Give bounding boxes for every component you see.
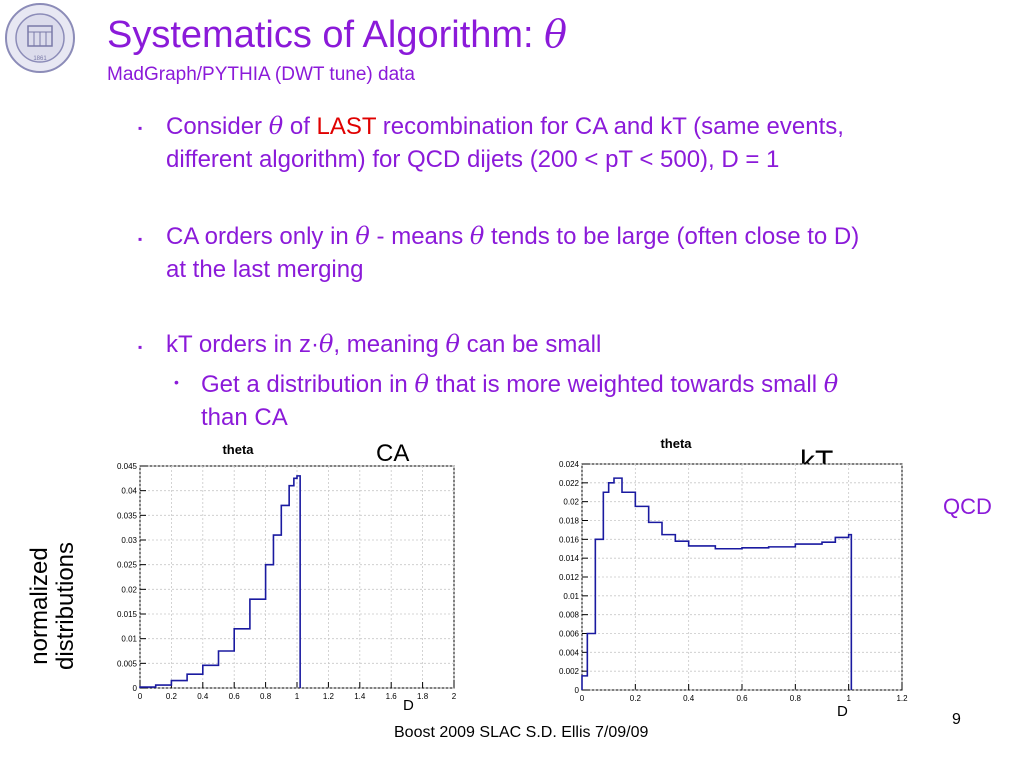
title-symbol: θ	[544, 12, 568, 56]
page-subtitle: MadGraph/PYTHIA (DWT tune) data	[107, 64, 415, 85]
bullet-text: kT orders in z·	[166, 331, 319, 358]
x-tick-label: 0.4	[197, 692, 209, 701]
theta-symbol: θ	[318, 330, 334, 358]
bullet-2-line-1: CA orders only in θ - means θ tends to b…	[166, 219, 859, 254]
y-tick-label: 0.002	[559, 667, 580, 676]
x-tick-label: 0.6	[736, 694, 748, 703]
bullet-1-line-1: Consider θ of LAST recombination for CA …	[166, 109, 844, 144]
theta-symbol: θ	[268, 112, 284, 140]
highlight-text: LAST	[316, 113, 377, 140]
y-tick-label: 0.035	[117, 511, 138, 520]
bullet-3-line-1: kT orders in z·θ, meaning θ can be small	[166, 327, 601, 362]
sub-bullet-line-2: than CA	[201, 404, 288, 431]
histogram-series	[581, 477, 853, 690]
y-tick-label: 0.01	[563, 592, 579, 601]
x-tick-label: 1.8	[417, 692, 429, 701]
x-tick-label: 0.2	[630, 694, 642, 703]
seal-icon: 1861	[5, 3, 75, 73]
qcd-label: QCD	[943, 494, 992, 519]
y-tick-label: 0.018	[559, 517, 580, 526]
y-tick-label: 0	[133, 684, 138, 693]
y-tick-label: 0.024	[559, 460, 580, 469]
x-tick-label: 1	[295, 692, 300, 701]
x-tick-label: 0	[580, 694, 585, 703]
x-tick-label: 1.6	[386, 692, 398, 701]
x-tick-label: 0.6	[229, 692, 241, 701]
y-tick-label: 0.006	[559, 630, 580, 639]
theta-symbol: θ	[445, 330, 460, 358]
bullet-text: , meaning	[333, 331, 446, 358]
bullet-text: that is more weighted towards small	[428, 371, 824, 398]
y-tick-label: 0.04	[121, 487, 137, 496]
university-seal-logo: 1861	[4, 2, 76, 74]
y-tick-label: 0.008	[559, 611, 580, 620]
ca-theta-histogram: theta 0 0.2 0.4 0.6 0.8 1 1.2 1.4 1.6 1.8 2 0 0.005 0.…	[117, 442, 457, 701]
d-label-kt: D	[837, 703, 848, 720]
footer-text: Boost 2009 SLAC S.D. Ellis 7/09/09	[394, 724, 649, 741]
y-tick-label: 0.005	[117, 659, 138, 668]
bullet-1-line-2: different algorithm) for QCD dijets (200…	[166, 146, 780, 173]
theta-symbol: θ	[414, 370, 429, 398]
bullet-text: recombination for CA and kT (same events…	[376, 113, 844, 140]
plot-title: theta	[222, 442, 254, 457]
y-tick-label: 0.03	[121, 536, 137, 545]
bullet-marker: ▪	[138, 121, 143, 135]
y-tick-label: 0.022	[559, 479, 580, 488]
y-axis-side-label: normalized distributions	[18, 520, 90, 670]
page-number: 9	[952, 711, 961, 728]
x-tick-label: 0.8	[790, 694, 802, 703]
side-label-line-2: distributions	[52, 541, 79, 671]
sub-bullet-marker: •	[174, 374, 179, 390]
x-tick-label: 0.4	[683, 694, 695, 703]
y-tick-label: 0.025	[117, 561, 138, 570]
bullet-marker: ▪	[138, 232, 143, 246]
y-tick-label: 0.014	[559, 554, 580, 563]
y-tick-label: 0.045	[117, 462, 138, 471]
y-tick-label: 0.004	[559, 648, 580, 657]
x-tick-label: 1.4	[354, 692, 366, 701]
bullet-text: tends to be large (often close to D)	[484, 223, 860, 250]
side-label-line-1: normalized	[26, 547, 53, 665]
x-tick-label: 1.2	[896, 694, 908, 703]
bullet-text: of	[283, 113, 317, 140]
sub-bullet-line-1: Get a distribution in θ that is more wei…	[201, 367, 838, 402]
bullet-text: Consider	[166, 113, 269, 140]
y-tick-label: 0.02	[121, 585, 137, 594]
bullet-text: - means	[369, 223, 470, 250]
bullet-marker: ▪	[138, 340, 143, 354]
x-tick-label: 1	[846, 694, 851, 703]
histogram-series	[139, 475, 301, 688]
x-tick-label: 0	[138, 692, 143, 701]
svg-text:1861: 1861	[33, 56, 47, 62]
y-tick-label: 0	[575, 686, 580, 695]
theta-symbol: θ	[469, 222, 485, 250]
y-tick-label: 0.02	[563, 498, 579, 507]
ca-label: CA	[376, 440, 410, 467]
d-label-ca: D	[403, 697, 414, 714]
y-tick-label: 0.012	[559, 573, 580, 582]
page-title: Systematics of Algorithm: θ	[107, 12, 567, 57]
bullet-2-line-2: at the last merging	[166, 256, 364, 283]
x-tick-label: 0.8	[260, 692, 272, 701]
bullet-text: can be small	[459, 331, 602, 358]
y-tick-label: 0.01	[121, 635, 137, 644]
title-text: Systematics of Algorithm:	[107, 14, 545, 56]
x-tick-label: 2	[452, 692, 457, 701]
y-tick-label: 0.016	[559, 535, 580, 544]
bullet-text: Get a distribution in	[201, 371, 415, 398]
kt-theta-histogram: theta 0 0.2 0.4 0.6 0.8 1 1.2 0 0.002 0.004 0.006 0.…	[559, 436, 908, 703]
theta-symbol: θ	[823, 370, 839, 398]
bullet-text: CA orders only in	[166, 223, 356, 250]
theta-symbol: θ	[355, 222, 370, 250]
x-tick-label: 1.2	[323, 692, 335, 701]
y-tick-label: 0.015	[117, 610, 138, 619]
x-tick-label: 0.2	[166, 692, 178, 701]
plot-title: theta	[660, 436, 692, 451]
